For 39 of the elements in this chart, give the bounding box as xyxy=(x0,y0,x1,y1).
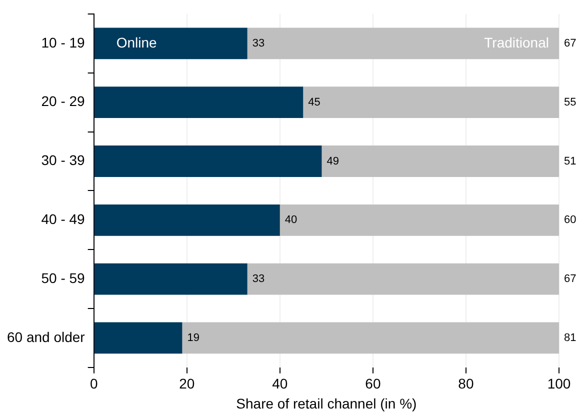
data-label: 67 xyxy=(564,37,576,50)
y-tick-label: 30 - 39 xyxy=(41,152,86,168)
bar xyxy=(247,28,559,60)
bar xyxy=(322,146,559,177)
y-tick-label: 20 - 29 xyxy=(41,93,86,110)
y-tick-label: 40 - 49 xyxy=(41,211,86,228)
data-label: 67 xyxy=(564,273,576,286)
bar xyxy=(94,204,280,236)
data-label: 51 xyxy=(564,155,576,168)
x-tick-label: 80 xyxy=(458,376,474,392)
bar xyxy=(280,204,559,236)
bar xyxy=(247,263,559,295)
data-label: 40 xyxy=(284,214,298,226)
bar xyxy=(94,86,304,118)
data-label: 60 xyxy=(564,214,576,226)
data-label: 33 xyxy=(252,37,265,50)
data-label: 33 xyxy=(252,273,265,286)
data-label: 49 xyxy=(326,155,340,168)
series-label: Online xyxy=(116,34,158,50)
bar xyxy=(94,146,322,177)
bar xyxy=(94,28,248,60)
y-tick-label: 10 - 19 xyxy=(41,34,86,50)
bar xyxy=(182,322,559,354)
x-tick-label: 0 xyxy=(90,376,98,392)
y-tick-label: 50 - 59 xyxy=(41,270,86,286)
data-label: 55 xyxy=(564,96,576,108)
y-tick-label: 60 and older xyxy=(6,328,86,345)
bar xyxy=(94,322,182,354)
bar xyxy=(94,263,248,295)
x-tick-label: 60 xyxy=(365,376,381,392)
bar xyxy=(303,86,559,118)
x-tick-label: 100 xyxy=(547,376,571,392)
x-axis-title: Share of retail channel (in %) xyxy=(236,395,417,412)
x-tick-label: 20 xyxy=(179,376,195,392)
x-tick-label: 40 xyxy=(272,376,288,392)
data-label: 19 xyxy=(187,332,200,344)
data-label: 45 xyxy=(308,96,320,108)
series-label: Traditional xyxy=(484,34,549,50)
data-label: 81 xyxy=(564,332,576,344)
